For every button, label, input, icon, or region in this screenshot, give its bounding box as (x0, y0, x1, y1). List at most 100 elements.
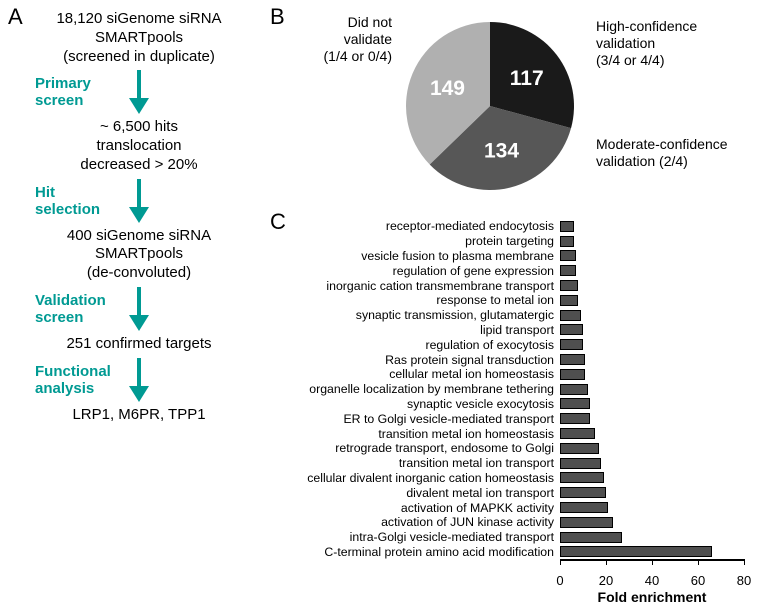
bar-fill (560, 369, 585, 380)
tick-label: 20 (599, 573, 613, 588)
bar-category-label: organelle localization by membrane tethe… (270, 382, 560, 396)
tick-line (560, 559, 561, 565)
bar-track (560, 310, 744, 321)
down-arrow-icon (125, 177, 153, 225)
bar-fill (560, 221, 574, 232)
pie-count: 149 (430, 77, 465, 100)
bar-track (560, 295, 744, 306)
bar-track (560, 458, 744, 469)
flow-column: 18,120 siGenome siRNA SMARTpools (screen… (24, 10, 254, 424)
tick-line (652, 559, 653, 565)
down-arrow-icon (125, 285, 153, 333)
bar-row: ER to Golgi vesicle-mediated transport (270, 411, 750, 426)
x-axis-title: Fold enrichment (560, 589, 744, 605)
down-arrow-icon (125, 68, 153, 116)
bar-track (560, 354, 744, 365)
bar-category-label: C-terminal protein amino acid modificati… (270, 545, 560, 559)
flow-step5-l1: LRP1, M6PR, TPP1 (24, 406, 254, 425)
flow-step3-l3: (de-convoluted) (24, 264, 254, 283)
bar-row: synaptic transmission, glutamatergic (270, 308, 750, 323)
bar-category-label: activation of JUN kinase activity (270, 515, 560, 529)
tick-label: 80 (737, 573, 751, 588)
bar-track (560, 280, 744, 291)
arrow4-l2: analysis (35, 380, 125, 397)
pie-mod-l1: Moderate-confidence (596, 136, 728, 153)
arrow-2: Hit selection (24, 177, 254, 225)
bar-track (560, 517, 744, 528)
bar-fill (560, 295, 578, 306)
panel-b: B 117134149 High-confidence validation (… (270, 6, 750, 211)
bar-track (560, 443, 744, 454)
bar-track (560, 413, 744, 424)
bar-fill (560, 487, 606, 498)
bar-track (560, 384, 744, 395)
bar-fill (560, 428, 595, 439)
bar-category-label: vesicle fusion to plasma membrane (270, 249, 560, 263)
bar-category-label: synaptic vesicle exocytosis (270, 397, 560, 411)
arrow3-l1: Validation (35, 292, 125, 309)
bar-row: Ras protein signal transduction (270, 352, 750, 367)
bar-row: response to metal ion (270, 293, 750, 308)
bar-fill (560, 458, 601, 469)
pie-high-l3: (3/4 or 4/4) (596, 52, 697, 69)
flow-step1-l1: 18,120 siGenome siRNA (24, 10, 254, 29)
flow-step1-l2: SMARTpools (24, 29, 254, 48)
bar-category-label: regulation of gene expression (270, 264, 560, 278)
bar-track (560, 236, 744, 247)
bar-row: receptor-mediated endocytosis (270, 219, 750, 234)
bar-category-label: synaptic transmission, glutamatergic (270, 308, 560, 322)
bar-fill (560, 502, 608, 513)
bar-fill (560, 443, 599, 454)
bar-category-label: intra-Golgi vesicle-mediated transport (270, 530, 560, 544)
arrow-1: Primary screen (24, 68, 254, 116)
bar-row: retrograde transport, endosome to Golgi (270, 441, 750, 456)
pie-count: 117 (510, 67, 544, 90)
bar-category-label: ER to Golgi vesicle-mediated transport (270, 412, 560, 426)
tick-line (698, 559, 699, 565)
pie-label-mod: Moderate-confidence validation (2/4) (596, 136, 728, 170)
bar-track (560, 502, 744, 513)
bar-track (560, 487, 744, 498)
bar-row: cellular metal ion homeostasis (270, 367, 750, 382)
panel-a: A 18,120 siGenome siRNA SMARTpools (scre… (12, 6, 262, 606)
tick-line (744, 559, 745, 565)
bar-row: regulation of gene expression (270, 263, 750, 278)
bar-fill (560, 280, 578, 291)
bar-fill (560, 354, 585, 365)
bar-category-label: cellular metal ion homeostasis (270, 367, 560, 381)
bar-row: lipid transport (270, 323, 750, 338)
bar-row: divalent metal ion transport (270, 485, 750, 500)
bar-fill (560, 339, 583, 350)
bar-track (560, 369, 744, 380)
bar-category-label: divalent metal ion transport (270, 486, 560, 500)
bar-track (560, 546, 744, 557)
panel-a-label: A (8, 4, 23, 30)
bar-category-label: cellular divalent inorganic cation homeo… (270, 471, 560, 485)
arrow-3: Validation screen (24, 285, 254, 333)
bar-category-label: retrograde transport, endosome to Golgi (270, 441, 560, 455)
bar-row: transition metal ion transport (270, 456, 750, 471)
arrow1-l1: Primary (35, 75, 125, 92)
pie-label-high: High-confidence validation (3/4 or 4/4) (596, 18, 697, 68)
tick-label: 60 (691, 573, 705, 588)
down-arrow-icon (125, 356, 153, 404)
panel-c: C receptor-mediated endocytosisprotein t… (270, 215, 755, 610)
pie-label-not: Did not validate (1/4 or 0/4) (292, 14, 392, 64)
bar-row: protein targeting (270, 234, 750, 249)
bar-row: cellular divalent inorganic cation homeo… (270, 471, 750, 486)
bar-track (560, 428, 744, 439)
tick-label: 0 (556, 573, 563, 588)
bar-track (560, 221, 744, 232)
bar-fill (560, 517, 613, 528)
arrow1-l2: screen (35, 92, 125, 109)
bar-category-label: response to metal ion (270, 293, 560, 307)
bar-track (560, 250, 744, 261)
flow-step2-l1: ~ 6,500 hits (24, 118, 254, 137)
bar-row: activation of MAPKK activity (270, 500, 750, 515)
arrow2-l1: Hit (35, 184, 125, 201)
pie-high-l1: High-confidence (596, 18, 697, 35)
arrow4-l1: Functional (35, 363, 125, 380)
bar-row: synaptic vesicle exocytosis (270, 397, 750, 412)
panel-b-label: B (270, 4, 285, 30)
flow-step3-l2: SMARTpools (24, 245, 254, 264)
